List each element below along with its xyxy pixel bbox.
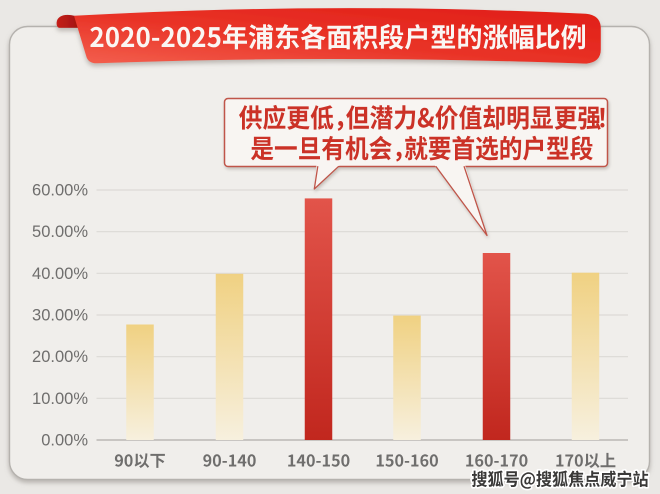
svg-text:30.00%: 30.00% [32,307,88,325]
svg-text:50.00%: 50.00% [32,223,88,241]
svg-text:40.00%: 40.00% [32,265,88,283]
svg-text:60.00%: 60.00% [32,182,88,200]
svg-text:0.00%: 0.00% [41,432,88,450]
svg-text:10.00%: 10.00% [32,390,88,408]
svg-text:20.00%: 20.00% [32,348,88,366]
